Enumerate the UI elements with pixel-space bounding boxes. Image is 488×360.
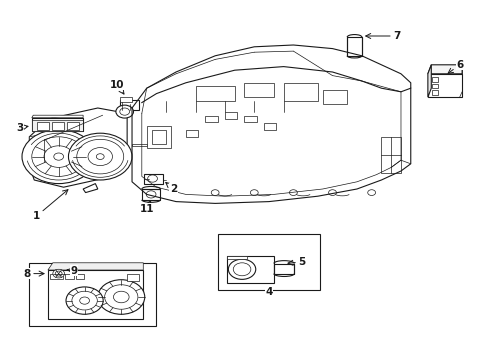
Bar — [120, 97, 132, 102]
Bar — [146, 126, 171, 148]
Bar — [29, 263, 156, 326]
Bar — [427, 74, 461, 97]
Bar — [67, 122, 79, 130]
Circle shape — [54, 153, 63, 160]
Bar — [142, 189, 160, 200]
Circle shape — [22, 130, 95, 184]
Circle shape — [77, 139, 123, 174]
Text: 11: 11 — [139, 201, 154, 214]
Circle shape — [53, 269, 64, 278]
Circle shape — [44, 146, 73, 167]
Bar — [273, 264, 294, 274]
Text: 4: 4 — [264, 287, 272, 297]
Text: 6: 6 — [447, 60, 462, 73]
Bar — [52, 122, 64, 130]
Text: 1: 1 — [33, 190, 68, 221]
Bar — [120, 100, 139, 110]
Bar — [264, 123, 276, 130]
Bar — [37, 122, 49, 130]
Bar — [144, 174, 163, 184]
Circle shape — [233, 263, 250, 276]
Circle shape — [120, 108, 129, 115]
Bar — [224, 112, 237, 119]
Bar — [217, 234, 320, 290]
Bar — [195, 86, 234, 101]
Bar — [431, 84, 437, 88]
Circle shape — [113, 291, 129, 303]
Bar — [185, 130, 198, 137]
Bar — [381, 137, 400, 173]
Circle shape — [367, 190, 375, 195]
Polygon shape — [83, 184, 98, 193]
Circle shape — [147, 175, 157, 182]
Bar — [205, 116, 217, 122]
Bar — [227, 256, 246, 259]
Bar — [244, 83, 273, 97]
Bar — [244, 116, 256, 122]
Circle shape — [104, 285, 138, 309]
Bar — [151, 130, 166, 144]
Bar — [64, 274, 74, 279]
Polygon shape — [39, 117, 56, 128]
Text: 3: 3 — [16, 123, 28, 133]
Bar — [322, 90, 346, 104]
Circle shape — [228, 259, 255, 279]
Polygon shape — [427, 65, 461, 74]
Bar — [32, 118, 83, 131]
Bar — [346, 37, 361, 56]
Circle shape — [211, 190, 219, 195]
Polygon shape — [32, 115, 83, 118]
Circle shape — [55, 271, 62, 276]
Circle shape — [289, 190, 297, 195]
Bar — [127, 274, 139, 281]
Bar — [76, 274, 83, 279]
Circle shape — [328, 190, 336, 195]
Bar — [431, 90, 437, 95]
Circle shape — [146, 191, 156, 198]
Bar — [283, 83, 317, 101]
Text: 9: 9 — [67, 266, 78, 276]
Polygon shape — [29, 135, 39, 166]
Bar — [50, 274, 62, 279]
Circle shape — [98, 280, 144, 314]
Bar — [431, 77, 437, 82]
Circle shape — [96, 154, 104, 159]
Polygon shape — [48, 263, 143, 270]
Circle shape — [72, 291, 97, 310]
Polygon shape — [132, 144, 146, 146]
Bar — [227, 256, 273, 283]
Circle shape — [80, 297, 89, 304]
Polygon shape — [427, 65, 430, 97]
Bar — [32, 120, 83, 131]
Circle shape — [88, 148, 112, 166]
Text: 8: 8 — [23, 269, 44, 279]
Polygon shape — [29, 108, 127, 187]
Text: 7: 7 — [365, 31, 400, 41]
Circle shape — [68, 133, 132, 180]
Circle shape — [66, 287, 103, 314]
Circle shape — [116, 105, 133, 118]
Text: 5: 5 — [287, 257, 305, 267]
Text: 10: 10 — [110, 80, 124, 94]
Circle shape — [250, 190, 258, 195]
Bar — [48, 270, 143, 319]
Circle shape — [32, 137, 85, 176]
Text: 2: 2 — [165, 183, 177, 194]
